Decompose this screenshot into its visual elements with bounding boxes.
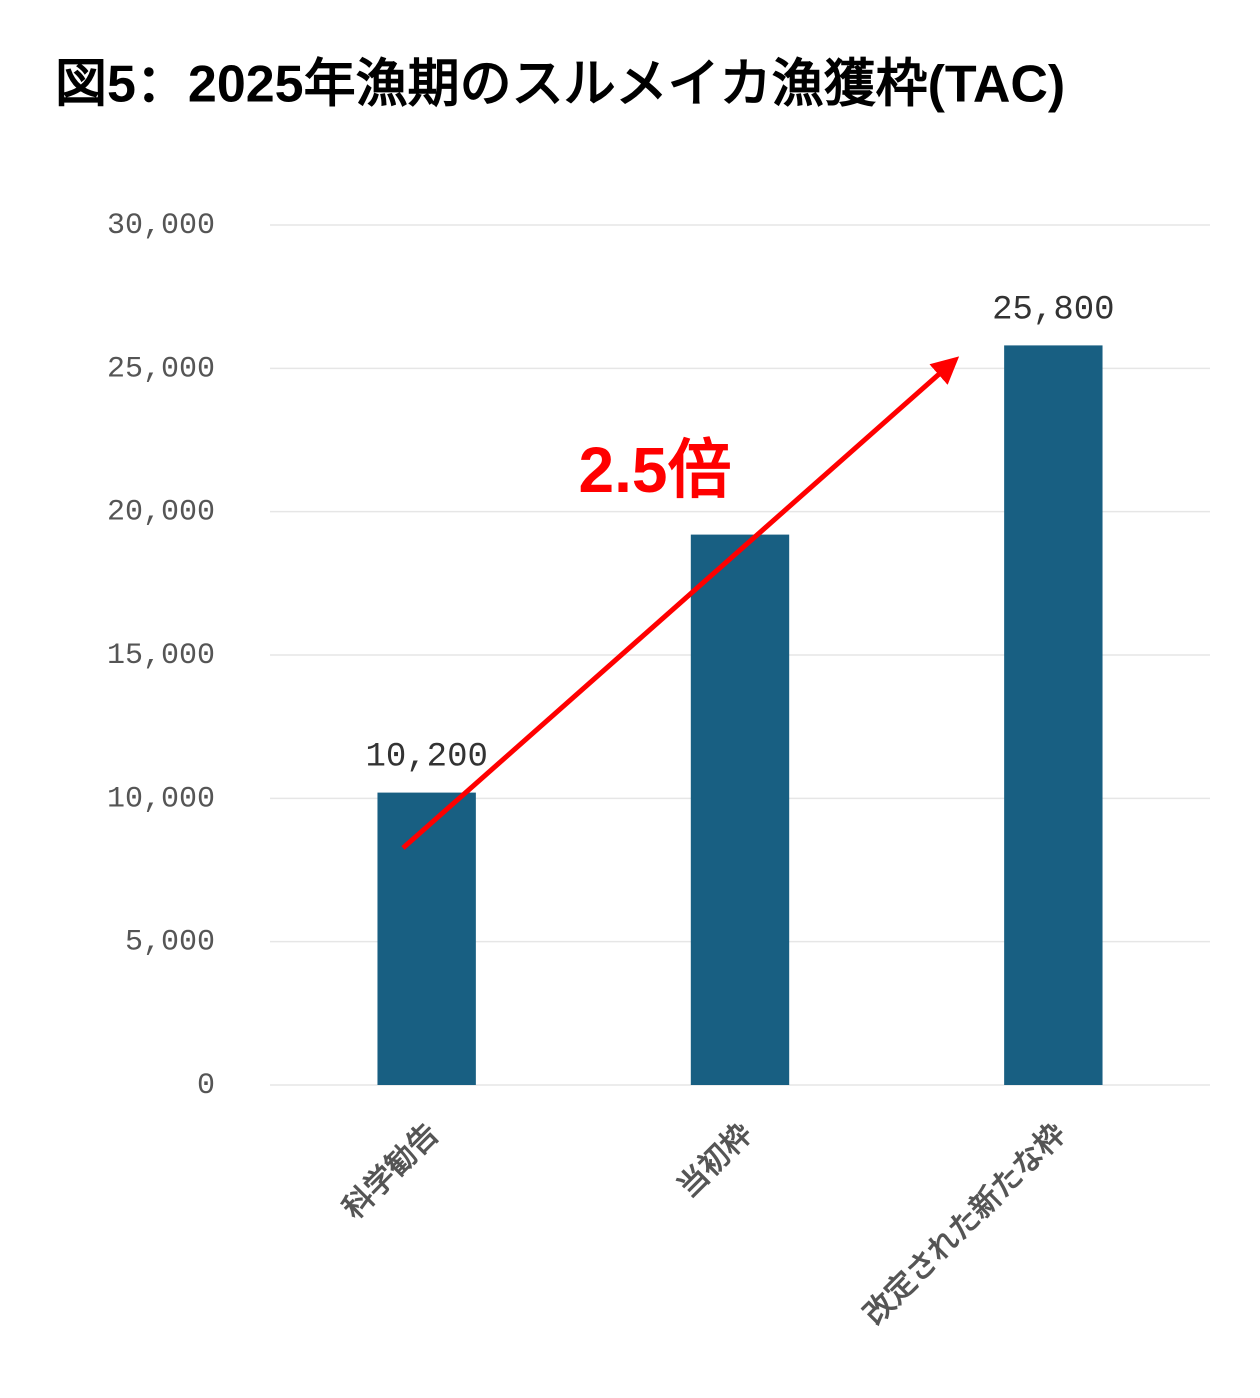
y-tick-label: 25,000: [107, 352, 215, 386]
bar: [377, 792, 476, 1085]
y-tick-label: 0: [197, 1069, 215, 1103]
value-label: 25,800: [992, 291, 1114, 329]
y-tick-label: 5,000: [125, 926, 215, 960]
y-tick-label: 15,000: [107, 639, 215, 673]
y-tick-label: 10,000: [107, 782, 215, 816]
plot: 0 5,000 10,000 15,000 20,000 25,000 30,000 10,2…: [107, 209, 1210, 1332]
x-tick-label: 当初枠: [672, 1117, 759, 1204]
chart-title: 図5：2025年漁期のスルメイカ漁獲枠(TAC): [55, 56, 1065, 114]
bar: [690, 534, 790, 1085]
x-tick-label: 改定された新たな枠: [857, 1117, 1072, 1332]
value-label: 10,200: [365, 739, 487, 777]
x-tick-label: 科学勧告: [336, 1117, 445, 1226]
annotation: 2.5倍: [579, 434, 732, 506]
y-tick-label: 30,000: [107, 209, 215, 243]
bar: [1004, 345, 1103, 1085]
arrow: [401, 356, 960, 850]
y-tick-label: 20,000: [107, 496, 215, 530]
